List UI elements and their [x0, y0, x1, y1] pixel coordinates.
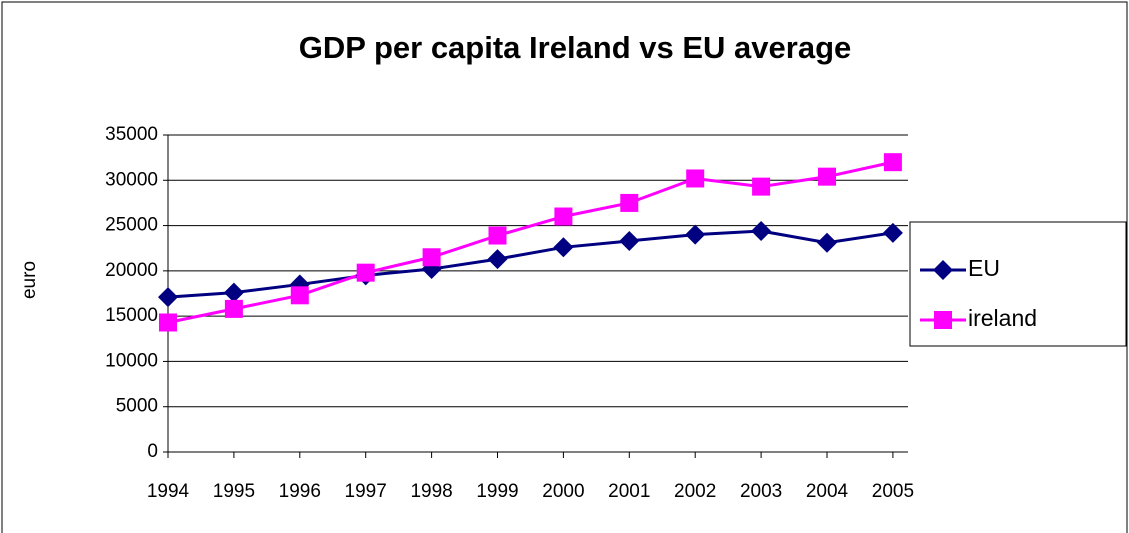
series-line — [167, 160, 894, 324]
data-point — [487, 249, 508, 270]
data-point — [290, 286, 309, 305]
y-tick-label: 15000 — [105, 305, 158, 326]
data-point — [883, 153, 902, 172]
x-tick-label: 1998 — [410, 481, 452, 502]
data-point — [685, 224, 706, 245]
data-point — [554, 207, 573, 226]
legend-label: EU — [968, 255, 1000, 281]
legend-marker — [934, 311, 952, 329]
x-tick-label: 1994 — [147, 481, 190, 502]
data-point — [619, 230, 640, 251]
x-tick-label: 1996 — [279, 481, 321, 502]
y-tick-label: 30000 — [105, 169, 158, 190]
data-point — [422, 248, 441, 267]
data-point — [882, 222, 903, 243]
data-point — [356, 263, 375, 282]
data-point — [620, 193, 639, 212]
y-tick-label: 35000 — [105, 124, 158, 145]
data-point — [817, 232, 837, 253]
y-tick-label: 20000 — [105, 260, 158, 281]
x-tick-label: 2004 — [806, 481, 849, 502]
data-point — [488, 226, 507, 245]
data-point — [159, 313, 177, 332]
y-axis-label: euro — [19, 261, 40, 299]
y-tick-label: 5000 — [116, 396, 158, 417]
x-tick-label: 2005 — [872, 481, 914, 502]
data-point — [224, 299, 243, 318]
y-tick-label: 25000 — [105, 215, 158, 236]
y-tick-label: 0 — [147, 441, 158, 462]
x-tick-label: 2003 — [740, 481, 782, 502]
x-tick-label: 1997 — [345, 481, 387, 502]
y-tick-label: 10000 — [105, 350, 158, 371]
x-tick-label: 2002 — [674, 481, 716, 502]
data-point — [223, 282, 244, 303]
series-line — [167, 229, 894, 299]
x-tick-label: 1999 — [476, 481, 518, 502]
data-point — [686, 169, 705, 188]
x-tick-label: 1995 — [213, 481, 255, 502]
x-tick-label: 2001 — [608, 481, 650, 502]
legend-label: ireland — [968, 305, 1037, 331]
data-point — [751, 221, 772, 242]
legend-marker — [933, 260, 953, 280]
x-tick-label: 2000 — [542, 481, 584, 502]
data-point — [752, 177, 771, 196]
data-point — [818, 167, 836, 186]
data-point — [158, 287, 178, 308]
data-point — [553, 237, 574, 258]
chart-title: GDP per capita Ireland vs EU average — [299, 30, 852, 65]
